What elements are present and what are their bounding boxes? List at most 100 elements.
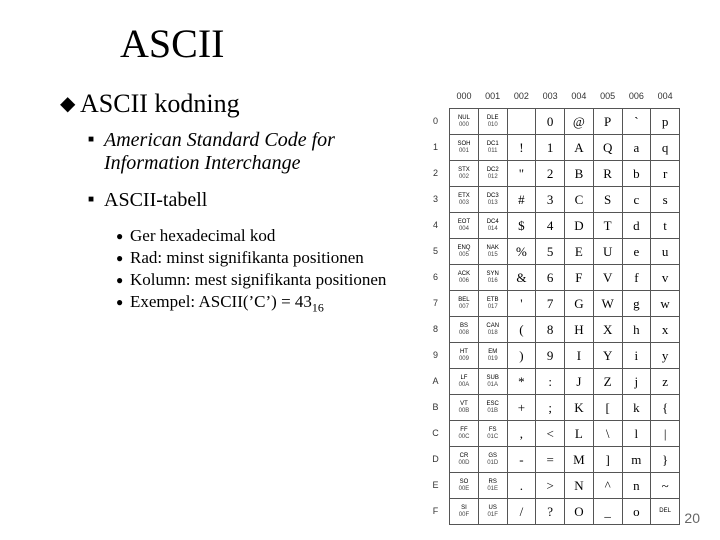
dot-icon: ●: [116, 270, 130, 290]
ascii-cell: *: [507, 369, 536, 395]
row-header: 8: [422, 317, 450, 343]
ascii-cell: Y: [593, 343, 622, 369]
ascii-cell: RS01E: [478, 473, 507, 499]
ascii-cell: CAN018: [478, 317, 507, 343]
ascii-cell: ENQ005: [450, 239, 479, 265]
bullet-lvl1-label: ASCII kodning: [80, 89, 240, 119]
ascii-cell: x: [651, 317, 680, 343]
row-header: 0: [422, 109, 450, 135]
ascii-cell: c: [622, 187, 651, 213]
ascii-cell: >: [536, 473, 565, 499]
ascii-cell: /: [507, 499, 536, 525]
ascii-cell: M: [565, 447, 594, 473]
page-number: 20: [684, 510, 700, 526]
ascii-cell: h: [622, 317, 651, 343]
row-header: D: [422, 447, 450, 473]
square-icon: ■: [88, 129, 104, 151]
bullet-lvl3-item: ● Ger hexadecimal kod: [116, 226, 412, 246]
ascii-cell: C: [565, 187, 594, 213]
bullet-lvl1: ◆ ASCII kodning: [60, 89, 412, 119]
col-header: 006: [622, 85, 651, 109]
ascii-cell: [507, 109, 536, 135]
col-header: 003: [536, 85, 565, 109]
ascii-cell: ~: [651, 473, 680, 499]
ascii-cell: US01F: [478, 499, 507, 525]
bullet-lvl2-expansion: ■ American Standard Code for Information…: [88, 129, 412, 175]
ascii-cell: GS01D: [478, 447, 507, 473]
ascii-cell: P: [593, 109, 622, 135]
ascii-cell: i: [622, 343, 651, 369]
ascii-cell: R: [593, 161, 622, 187]
ascii-cell: b: [622, 161, 651, 187]
ascii-cell: $: [507, 213, 536, 239]
ascii-cell: CR00D: [450, 447, 479, 473]
ascii-cell: X: [593, 317, 622, 343]
ascii-cell: SO00E: [450, 473, 479, 499]
col-header: 004: [651, 85, 680, 109]
ascii-cell: (: [507, 317, 536, 343]
ascii-cell: FS01C: [478, 421, 507, 447]
diamond-icon: ◆: [60, 89, 80, 119]
ascii-cell: 6: [536, 265, 565, 291]
ascii-cell: ESC01B: [478, 395, 507, 421]
bullet-lvl3-item: ● Rad: minst signifikanta positionen: [116, 248, 412, 268]
col-header: 002: [507, 85, 536, 109]
ascii-cell: FF00C: [450, 421, 479, 447]
bullet-lvl3-item: ● Exempel: ASCII(’C’) = 4316: [116, 292, 412, 315]
ascii-cell: 9: [536, 343, 565, 369]
col-header: 001: [478, 85, 507, 109]
ascii-cell: N: [565, 473, 594, 499]
ascii-cell: =: [536, 447, 565, 473]
bullet-lvl2b-label: ASCII-tabell: [104, 189, 207, 212]
ascii-cell: BS008: [450, 317, 479, 343]
ascii-cell: `: [622, 109, 651, 135]
row-header: 6: [422, 265, 450, 291]
ascii-cell: SI00F: [450, 499, 479, 525]
bullet-lvl3-item: ● Kolumn: mest signifikanta positionen: [116, 270, 412, 290]
ascii-cell: Q: [593, 135, 622, 161]
ascii-cell: f: [622, 265, 651, 291]
ascii-cell: l: [622, 421, 651, 447]
ascii-cell: 1: [536, 135, 565, 161]
bullet-lvl2-tabell: ■ ASCII-tabell: [88, 189, 412, 212]
ascii-cell: B: [565, 161, 594, 187]
ascii-cell: ': [507, 291, 536, 317]
ascii-cell: -: [507, 447, 536, 473]
ascii-cell: I: [565, 343, 594, 369]
bullet-lvl2a-label: American Standard Code for Information I…: [104, 129, 412, 175]
ascii-cell: n: [622, 473, 651, 499]
ascii-cell: A: [565, 135, 594, 161]
row-header: F: [422, 499, 450, 525]
ascii-cell: ,: [507, 421, 536, 447]
ascii-cell: K: [565, 395, 594, 421]
ascii-cell: ): [507, 343, 536, 369]
ascii-cell: \: [593, 421, 622, 447]
ascii-cell: ^: [593, 473, 622, 499]
ascii-cell: DC1011: [478, 135, 507, 161]
lvl3-text-3: Exempel: ASCII(’C’) = 4316: [130, 292, 324, 315]
dot-icon: ●: [116, 248, 130, 268]
ascii-cell: HT009: [450, 343, 479, 369]
row-header: 2: [422, 161, 450, 187]
ascii-cell: 7: [536, 291, 565, 317]
ascii-cell: |: [651, 421, 680, 447]
ascii-cell: EOT004: [450, 213, 479, 239]
ascii-cell: DC2012: [478, 161, 507, 187]
ascii-cell: ?: [536, 499, 565, 525]
row-header: E: [422, 473, 450, 499]
ascii-cell: U: [593, 239, 622, 265]
col-header: 005: [593, 85, 622, 109]
ascii-cell: L: [565, 421, 594, 447]
ascii-cell: a: [622, 135, 651, 161]
slide: ASCII ◆ ASCII kodning ■ American Standar…: [0, 0, 720, 540]
ascii-cell: &: [507, 265, 536, 291]
table-corner: [422, 85, 450, 109]
ascii-cell: ": [507, 161, 536, 187]
ascii-cell: NAK015: [478, 239, 507, 265]
ascii-cell: g: [622, 291, 651, 317]
ascii-cell: {: [651, 395, 680, 421]
ascii-cell: :: [536, 369, 565, 395]
ascii-cell: ETB017: [478, 291, 507, 317]
example-subscript: 16: [312, 300, 324, 314]
ascii-cell: v: [651, 265, 680, 291]
